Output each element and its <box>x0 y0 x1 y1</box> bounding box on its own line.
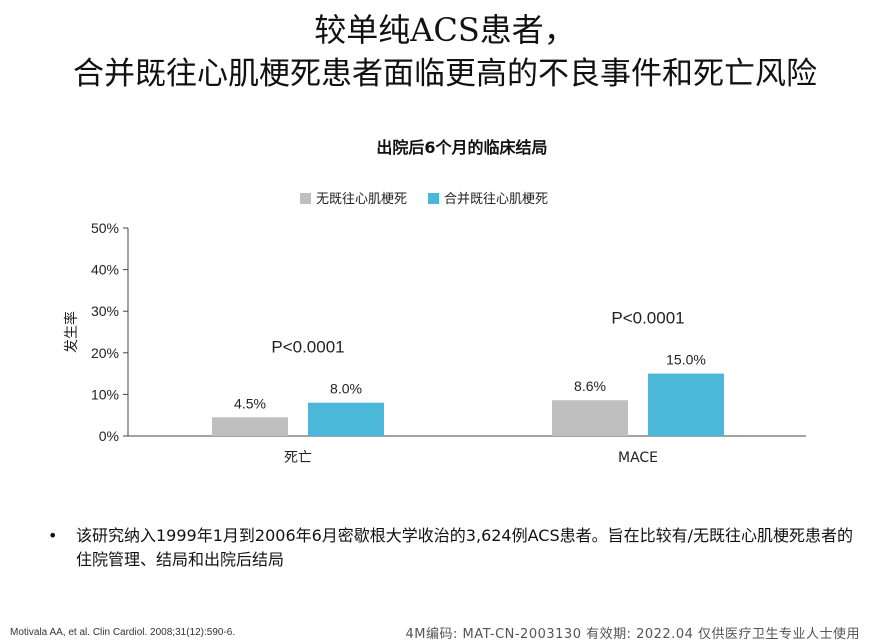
y-tick-label: 50% <box>91 220 119 236</box>
y-axis-label: 发生率 <box>63 311 80 353</box>
legend-label-2: 合并既往心肌梗死 <box>444 192 548 207</box>
x-tick-label: 死亡 <box>284 450 312 466</box>
legend-swatch-2 <box>428 193 439 204</box>
y-tick-label: 40% <box>91 262 119 278</box>
y-tick-label: 10% <box>91 386 119 402</box>
x-tick-label: MACE <box>618 450 658 466</box>
bar-1-2 <box>308 402 384 436</box>
footer-code: 4M编码: MAT-CN-2003130 有效期: 2022.04 仅供医疗卫生… <box>405 627 860 642</box>
data-label: 4.5% <box>234 395 266 411</box>
data-label: 15.0% <box>666 352 706 368</box>
y-tick-label: 30% <box>91 303 119 319</box>
bar-1-1 <box>212 417 288 436</box>
bar-2-1 <box>552 400 628 436</box>
p-value-annotation: P<0.0001 <box>271 338 344 357</box>
legend-label-1: 无既往心肌梗死 <box>316 192 407 207</box>
bar-2-2 <box>648 373 724 436</box>
p-value-annotation: P<0.0001 <box>611 309 684 328</box>
bullet-text: 该研究纳入1999年1月到2006年6月密歇根大学收治的3,624例ACS患者。… <box>76 526 853 569</box>
reference-citation: Motivala AA, et al. Clin Cardiol. 2008;3… <box>10 627 236 638</box>
y-tick-label: 0% <box>99 428 119 444</box>
slide-title-line2: 合并既往心肌梗死患者面临更高的不良事件和死亡风险 <box>73 56 817 92</box>
slide-title-line1: 较单纯ACS患者， <box>314 11 576 49</box>
y-tick-label: 20% <box>91 345 119 361</box>
bullet-marker: • <box>48 526 58 545</box>
legend-swatch-1 <box>300 193 311 204</box>
data-label: 8.6% <box>574 378 606 394</box>
chart-title: 出院后6个月的临床结局 <box>376 138 547 157</box>
data-label: 8.0% <box>330 381 362 397</box>
